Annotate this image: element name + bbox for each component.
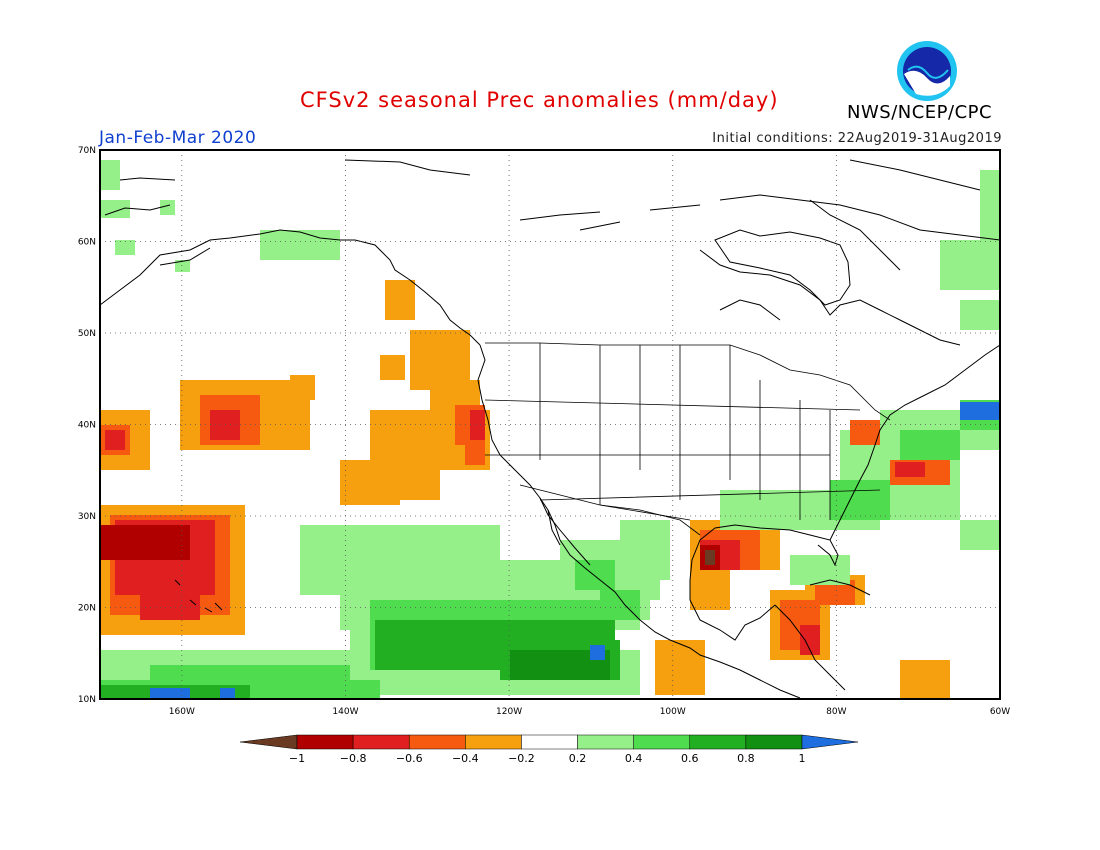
colorbar-min-arrow xyxy=(239,734,298,750)
anomaly-cell xyxy=(380,355,405,380)
colorbar-swatch xyxy=(408,734,466,750)
anomaly-cell xyxy=(895,462,925,477)
anomaly-cell xyxy=(690,570,730,610)
lon-label: 80W xyxy=(826,707,846,717)
anomaly-cell xyxy=(590,645,605,660)
lat-label: 50N xyxy=(78,329,96,339)
anomaly-cell xyxy=(620,520,670,580)
lat-label: 30N xyxy=(78,512,96,522)
colorbar-tick-label: 0.6 xyxy=(681,752,699,765)
anomaly-cell xyxy=(830,480,890,520)
colorbar-tick-label: 1 xyxy=(799,752,806,765)
lon-label: 160W xyxy=(169,707,195,717)
coastline-outlines xyxy=(99,159,1001,699)
anomaly-cell xyxy=(260,230,340,260)
anomaly-cell xyxy=(470,410,485,440)
anomaly-cell xyxy=(900,660,950,700)
anomaly-cell xyxy=(290,375,315,400)
colorbar-swatch xyxy=(296,734,354,750)
anomaly-cell xyxy=(960,402,1000,420)
lon-label: 60W xyxy=(990,707,1010,717)
colorbar-swatch xyxy=(745,734,803,750)
colorbar-tick-label: −0.4 xyxy=(452,752,479,765)
anomaly-cell xyxy=(385,280,415,320)
lat-lon-grid xyxy=(100,150,1000,699)
anomaly-cell xyxy=(790,555,850,585)
lat-label: 70N xyxy=(78,146,96,156)
anomaly-cell xyxy=(340,480,400,505)
colorbar: −1 −0.8 −0.6 −0.4 −0.2 0.2 0.4 0.6 0.8 1 xyxy=(239,734,859,765)
chart-title: CFSv2 seasonal Prec anomalies (mm/day) xyxy=(300,88,779,112)
initial-conditions-label: Initial conditions: 22Aug2019-31Aug2019 xyxy=(712,131,1002,146)
colorbar-swatch xyxy=(465,734,522,750)
lon-label: 120W xyxy=(496,707,522,717)
anomaly-cell xyxy=(105,430,125,450)
longitude-labels: 160W 140W 120W 100W 80W 60W xyxy=(169,707,1010,717)
colorbar-max-arrow xyxy=(801,734,859,750)
colorbar-tick-label: −0.8 xyxy=(340,752,367,765)
anomaly-cell xyxy=(600,590,640,620)
noaa-logo-icon xyxy=(897,41,957,101)
anomaly-cell xyxy=(160,200,175,215)
colorbar-swatch xyxy=(633,734,691,750)
lon-label: 100W xyxy=(660,707,686,717)
anomaly-cell xyxy=(900,430,960,460)
anomaly-cell xyxy=(465,445,485,465)
colorbar-swatch xyxy=(689,734,747,750)
colorbar-swatch xyxy=(352,734,410,750)
colorbar-tick-label: −0.2 xyxy=(508,752,535,765)
anomaly-cell xyxy=(115,240,135,255)
lat-label: 40N xyxy=(78,421,96,431)
colorbar-tick-label: 0.4 xyxy=(625,752,643,765)
colorbar-tick-label: −1 xyxy=(289,752,305,765)
colorbar-swatch xyxy=(521,734,578,750)
anomaly-cell xyxy=(140,590,200,620)
anomaly-cell xyxy=(705,550,715,565)
lon-label: 140W xyxy=(332,707,358,717)
season-label: Jan-Feb-Mar 2020 xyxy=(99,128,257,148)
lat-label: 10N xyxy=(78,695,96,705)
anomaly-cell xyxy=(220,688,235,698)
anomaly-cell xyxy=(140,525,190,555)
colorbar-tick-label: 0.2 xyxy=(569,752,587,765)
map-frame xyxy=(99,149,1001,700)
anomaly-cell xyxy=(800,625,820,655)
anomaly-cell xyxy=(210,410,240,440)
anomaly-cell xyxy=(175,260,190,272)
anomaly-cell xyxy=(100,200,130,218)
latitude-labels: 70N 60N 50N 40N 30N 20N 10N xyxy=(78,146,96,705)
colorbar-tick-label: −0.6 xyxy=(396,752,423,765)
colorbar-tick-label: 0.8 xyxy=(737,752,755,765)
anomaly-cell xyxy=(960,520,1000,550)
colorbar-swatch xyxy=(577,734,634,750)
anomaly-cell xyxy=(960,300,1000,330)
lat-label: 60N xyxy=(78,238,96,248)
anomaly-cell xyxy=(655,640,705,695)
anomaly-cell xyxy=(150,688,190,698)
lat-label: 20N xyxy=(78,604,96,614)
anomaly-field xyxy=(100,160,1000,700)
anomaly-cell xyxy=(940,240,1000,290)
agency-label: NWS/NCEP/CPC xyxy=(847,102,993,123)
anomaly-cell xyxy=(850,420,880,445)
anomaly-cell xyxy=(100,160,120,190)
